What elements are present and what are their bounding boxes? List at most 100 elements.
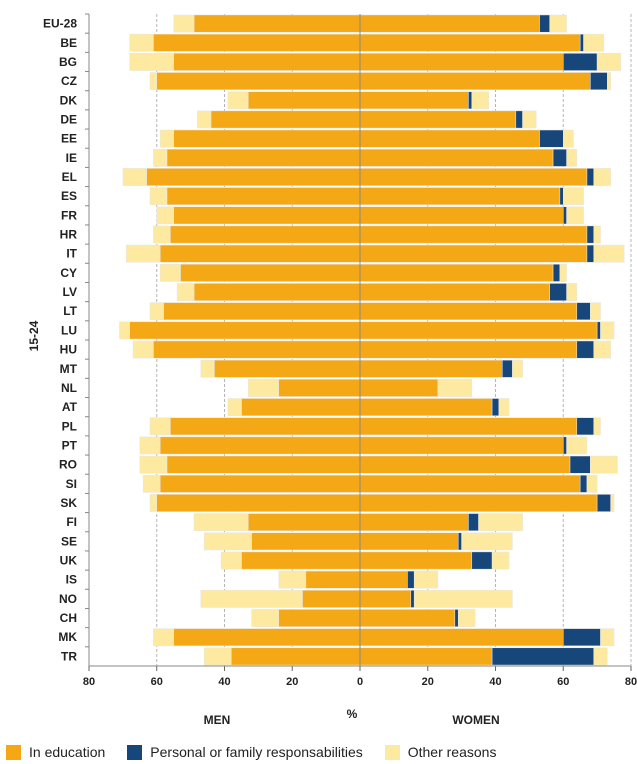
- bar-men-NO-s0: [302, 590, 361, 608]
- bar-men-EE-s2: [159, 129, 174, 148]
- category-label: FI: [66, 515, 77, 529]
- bar-women-FI-s1: [468, 513, 479, 532]
- bar-men-LT-s2: [149, 302, 164, 321]
- bar-men-DK-s2: [227, 91, 249, 110]
- bar-men-EU-28-s2: [173, 14, 195, 33]
- bar-women-FI-s0: [359, 513, 469, 532]
- bar-women-MK-s2: [600, 628, 615, 647]
- x-tick-label: 80: [625, 676, 637, 688]
- category-label: DE: [60, 112, 77, 126]
- bar-women-MT-s1: [502, 359, 513, 378]
- bar-women-MK-s0: [359, 628, 564, 647]
- bar-men-RO-s0: [166, 455, 361, 474]
- bar-women-IS-s2: [413, 570, 439, 589]
- category-label: FR: [61, 208, 77, 222]
- legend-swatch-family: [127, 744, 143, 760]
- x-axis-title: %: [347, 707, 358, 721]
- bar-men-SK-s0: [156, 494, 361, 512]
- category-label: EL: [62, 170, 77, 184]
- bar-women-UK-s1: [471, 551, 493, 570]
- bar-men-DE-s2: [197, 110, 212, 129]
- bar-women-EE-s2: [563, 129, 574, 148]
- axes-group: [85, 13, 632, 671]
- bar-women-SI-s0: [359, 474, 581, 493]
- x-tick-label: 80: [83, 676, 95, 688]
- category-label: NL: [61, 381, 77, 395]
- bar-women-RO-s1: [569, 455, 591, 474]
- bar-women-LU-s1: [596, 321, 601, 340]
- bar-men-AT-s0: [241, 398, 361, 416]
- bar-women-UK-s2: [491, 551, 510, 570]
- left-label-men: MEN: [204, 713, 231, 727]
- bar-women-HR-s1: [586, 225, 594, 244]
- bar-men-MT-s0: [214, 359, 361, 378]
- legend-item-family: Personal or family responsabilities: [127, 744, 363, 760]
- category-label: CY: [60, 266, 77, 280]
- category-label: EU-28: [43, 17, 77, 31]
- bar-women-LT-s2: [590, 302, 601, 321]
- category-label: IS: [66, 573, 77, 587]
- bar-women-IS-s0: [359, 570, 408, 589]
- category-label: ES: [61, 189, 77, 203]
- category-label: SI: [66, 477, 77, 491]
- category-label: RO: [59, 458, 77, 472]
- bar-women-MK-s1: [563, 628, 601, 647]
- bar-women-EL-s2: [593, 168, 611, 186]
- x-tick-label: 0: [357, 676, 363, 688]
- bar-women-EL-s1: [586, 168, 594, 186]
- bar-men-BE-s0: [153, 33, 361, 52]
- bar-women-NL-s2: [437, 379, 473, 397]
- bar-women-SK-s0: [359, 494, 598, 512]
- bar-men-SK-s2: [149, 494, 158, 512]
- category-label: HU: [60, 343, 77, 357]
- category-labels: EU-28 BE BG CZ DK DE EE IE EL ES FR HR IT CY LV LT LU HU M…: [43, 17, 78, 664]
- bar-women-EE-s1: [539, 129, 564, 148]
- bar-women-SE-s0: [359, 532, 459, 551]
- bar-women-LV-s0: [359, 283, 550, 301]
- legend-label-family: Personal or family responsabilities: [150, 744, 363, 760]
- bar-women-BG-s0: [359, 53, 564, 71]
- bar-women-TR-s2: [593, 647, 608, 666]
- category-label: CZ: [61, 74, 77, 88]
- bar-women-UK-s0: [359, 551, 473, 570]
- bar-men-LU-s0: [129, 321, 361, 340]
- bar-women-EU-28-s2: [549, 14, 567, 33]
- bar-women-LT-s0: [359, 302, 578, 321]
- x-tick-label: 40: [218, 676, 230, 688]
- bar-women-DK-s1: [468, 91, 473, 110]
- legend: In education Personal or family responsa…: [6, 744, 518, 760]
- bar-women-FR-s0: [359, 206, 564, 225]
- bar-women-CH-s1: [454, 609, 459, 627]
- bar-women-FR-s1: [563, 206, 567, 225]
- category-label: EE: [61, 132, 77, 146]
- legend-item-other: Other reasons: [384, 744, 496, 760]
- bar-women-DE-s1: [515, 110, 523, 129]
- legend-swatch-other: [384, 744, 400, 760]
- bar-women-NO-s2: [413, 590, 513, 608]
- bar-women-HU-s0: [359, 340, 578, 359]
- bar-men-RO-s2: [139, 455, 168, 474]
- bar-men-FI-s0: [247, 513, 361, 532]
- bar-men-IS-s0: [305, 570, 361, 589]
- x-tick-label: 60: [557, 676, 569, 688]
- bar-women-PT-s1: [563, 436, 567, 455]
- bar-women-NO-s1: [410, 590, 415, 608]
- category-label: BE: [60, 36, 77, 50]
- category-label: LT: [63, 304, 77, 318]
- bar-men-PL-s0: [170, 417, 361, 436]
- bar-women-LU-s2: [600, 321, 615, 340]
- category-label: LV: [63, 285, 77, 299]
- bar-women-SI-s2: [586, 474, 598, 493]
- bar-women-CH-s0: [359, 609, 456, 627]
- bar-men-FR-s0: [173, 206, 361, 225]
- bar-men-SI-s2: [142, 474, 161, 493]
- category-label: UK: [60, 554, 78, 568]
- bar-women-CZ-s2: [607, 72, 611, 90]
- bar-women-SE-s1: [457, 532, 462, 551]
- bar-women-AT-s0: [359, 398, 493, 416]
- bar-men-UK-s0: [241, 551, 361, 570]
- legend-swatch-education: [6, 744, 21, 760]
- bar-men-IS-s2: [278, 570, 307, 589]
- category-label: PL: [62, 419, 77, 433]
- bar-women-EL-s0: [359, 168, 588, 186]
